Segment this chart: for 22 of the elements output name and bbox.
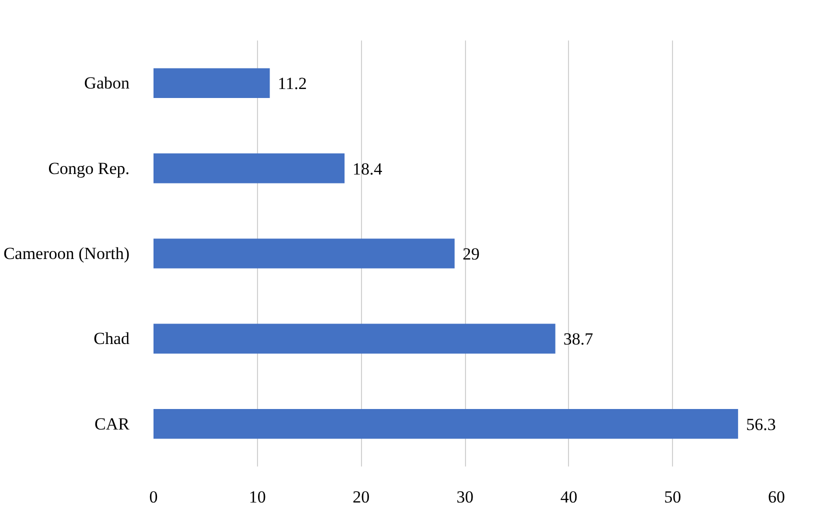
x-tick-label: 0 xyxy=(149,488,158,505)
bar xyxy=(154,408,738,439)
y-tick-label: Gabon xyxy=(84,74,130,93)
data-label: 38.7 xyxy=(563,330,594,349)
bar xyxy=(154,238,455,268)
y-tick-label: CAR xyxy=(94,414,130,434)
data-label: 56.3 xyxy=(746,414,776,434)
y-tick-label: Chad xyxy=(94,329,130,348)
x-tick-label: 50 xyxy=(664,488,682,505)
x-tick-label: 10 xyxy=(248,488,266,505)
bar xyxy=(154,153,345,184)
x-tick-label: 20 xyxy=(352,488,370,505)
x-tick-label: 30 xyxy=(456,488,474,505)
x-tick-label: 40 xyxy=(560,488,578,505)
y-tick-label: Cameroon (North) xyxy=(3,244,130,263)
bar xyxy=(154,324,556,354)
data-label: 29 xyxy=(462,244,480,264)
data-label: 11.2 xyxy=(278,74,307,94)
x-tick-label: 60 xyxy=(768,488,785,505)
data-label: 18.4 xyxy=(352,159,383,178)
bar xyxy=(154,68,270,98)
y-tick-label: Congo Rep. xyxy=(48,158,130,178)
